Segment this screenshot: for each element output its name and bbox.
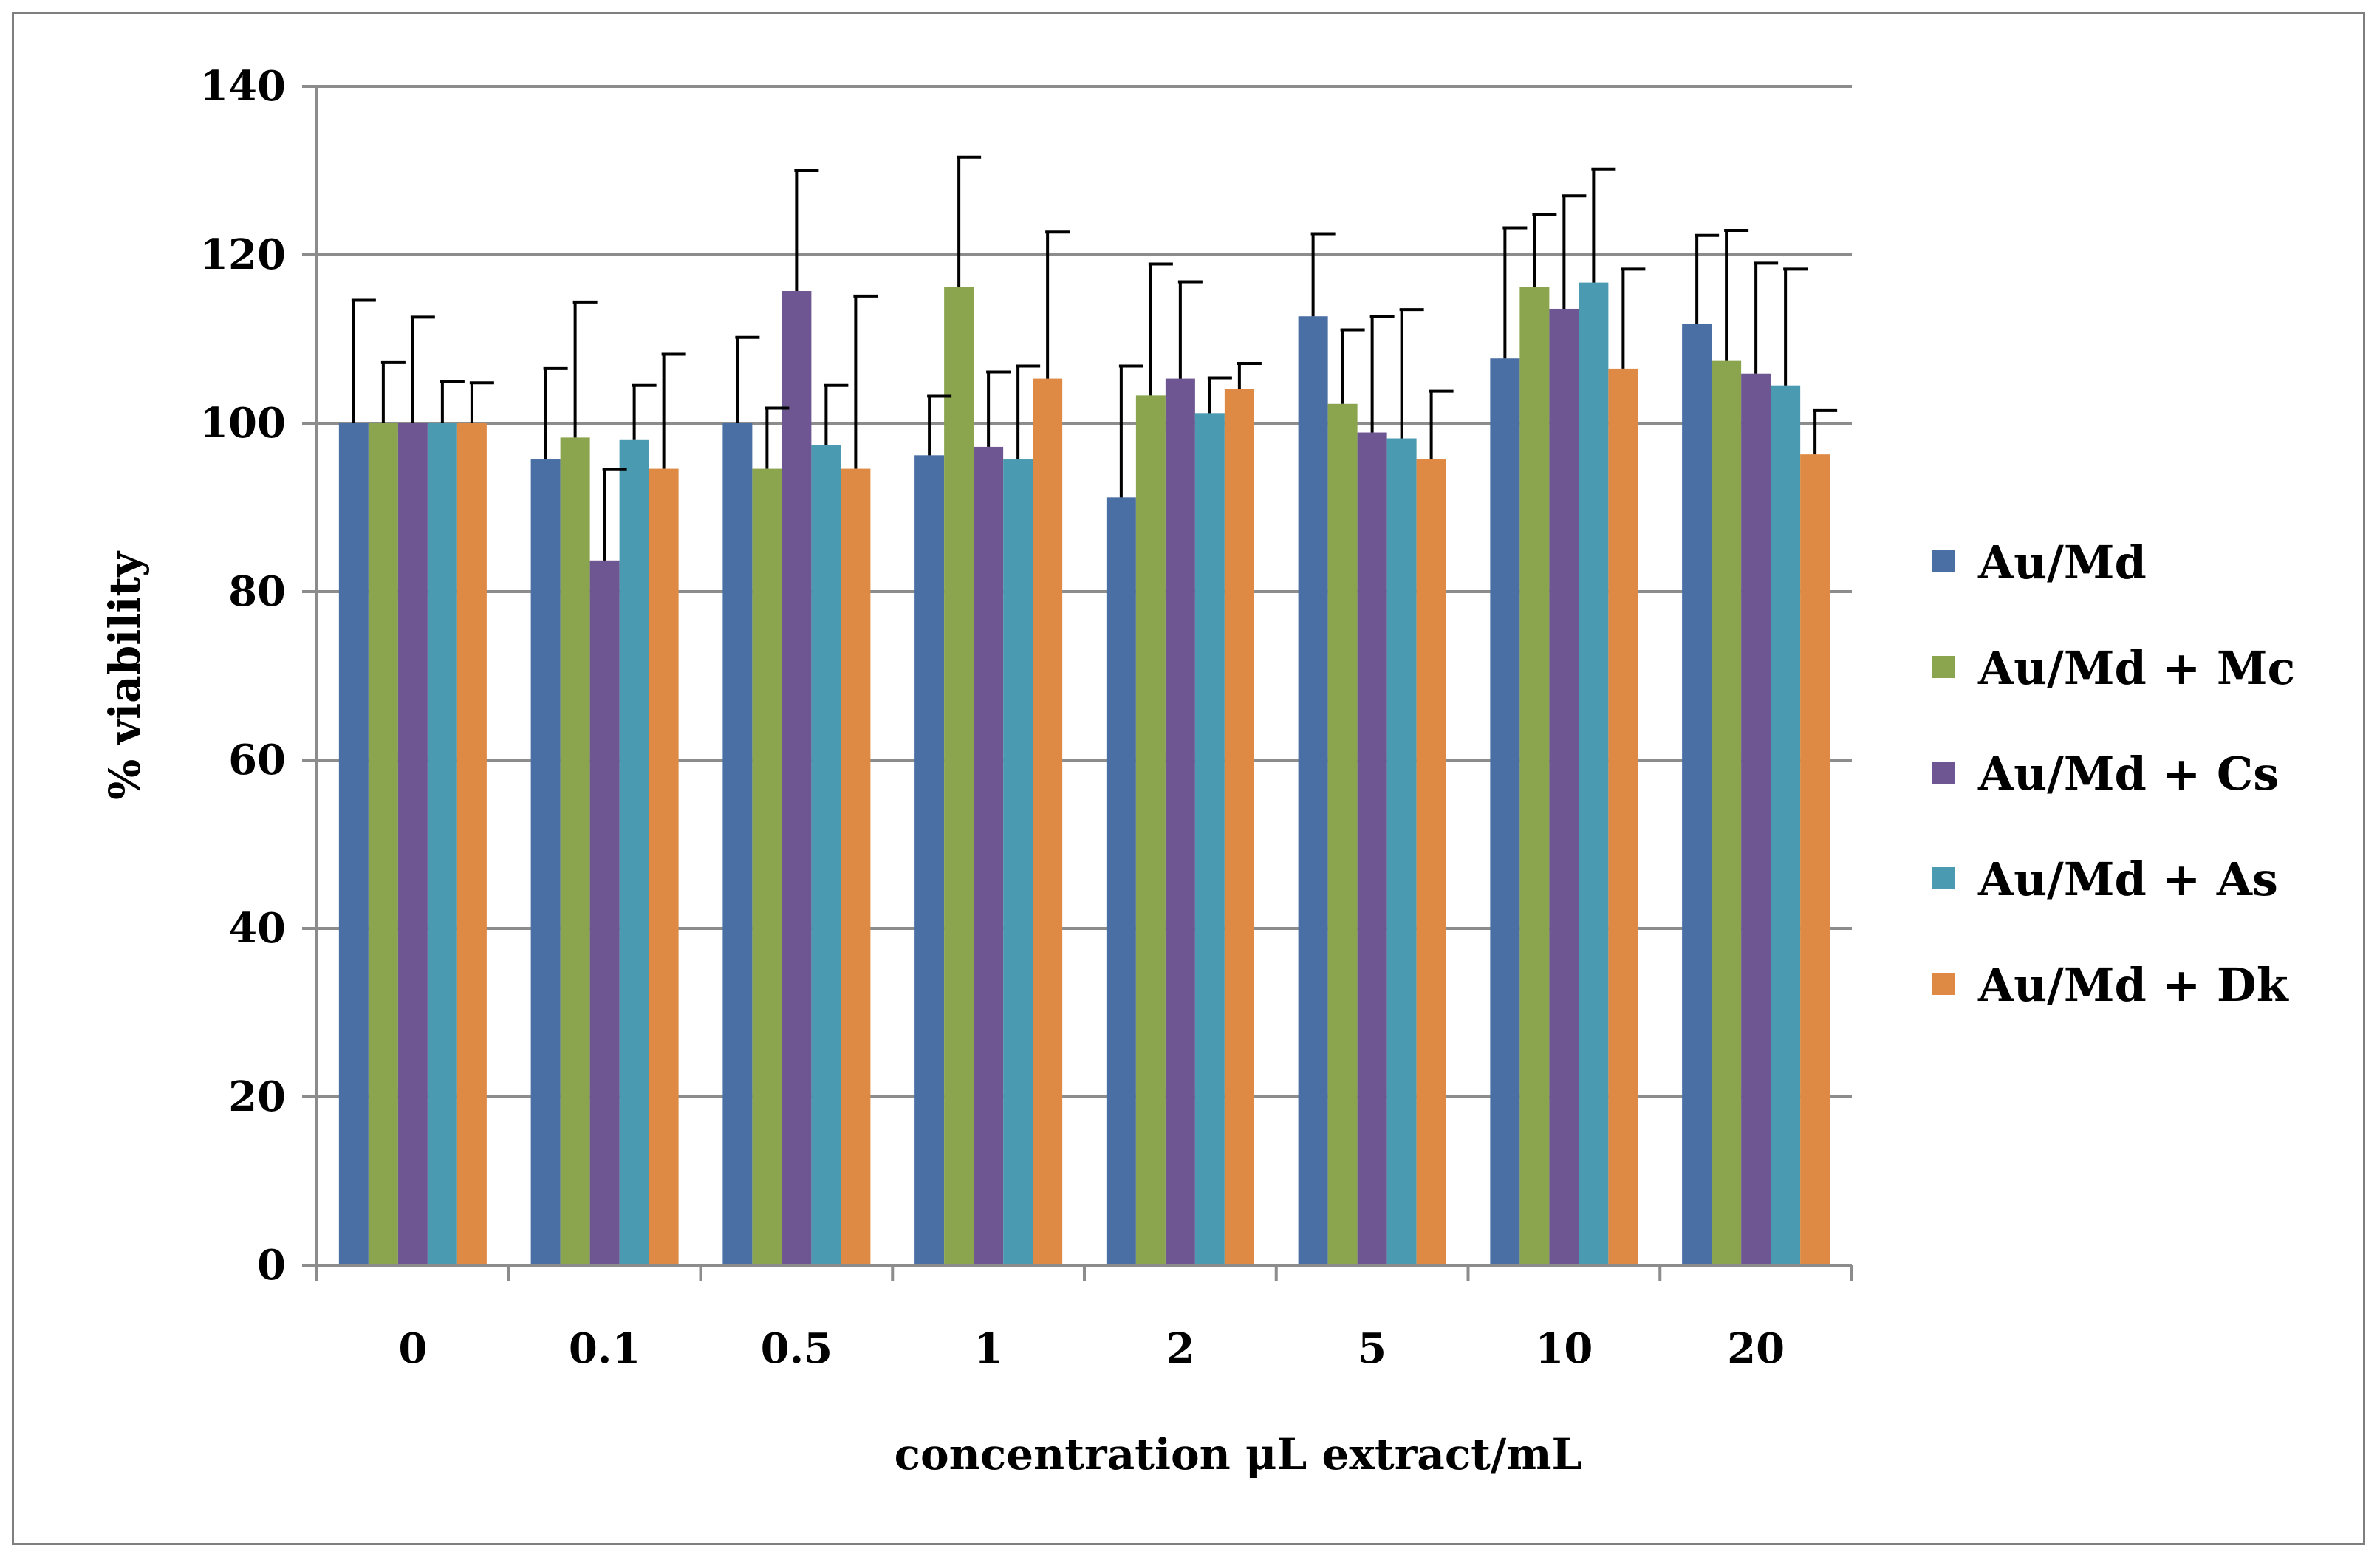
bar <box>1033 378 1063 1265</box>
legend-label: Au/Md + Mc <box>1977 641 2295 695</box>
bar <box>752 468 782 1265</box>
x-tick-label: 0 <box>398 1324 427 1373</box>
bar <box>1741 373 1771 1265</box>
bar <box>944 287 974 1265</box>
bar <box>560 437 590 1265</box>
bar <box>368 423 398 1265</box>
y-tick-label: 40 <box>228 904 286 953</box>
bar <box>1327 403 1358 1265</box>
bar <box>427 423 457 1265</box>
bar <box>530 459 561 1265</box>
bar <box>1194 413 1225 1265</box>
y-tick-label: 120 <box>199 230 286 279</box>
y-tick-label: 140 <box>199 62 286 111</box>
bar <box>1224 389 1254 1265</box>
y-tick-labels: 0 20 40 60 80 100 120 140 <box>199 62 286 1290</box>
bar <box>1135 395 1166 1265</box>
x-tick-label: 0.5 <box>761 1324 832 1373</box>
bar <box>1579 282 1609 1265</box>
bar <box>338 423 369 1265</box>
bar <box>456 423 487 1265</box>
bar <box>914 455 945 1265</box>
legend-swatch <box>1932 656 1955 678</box>
chart-frame: 0 20 40 60 80 100 120 140 0 0.1 0.5 1 2 5 10 20 concen… <box>12 12 2365 1545</box>
legend-swatch <box>1932 973 1955 995</box>
bar <box>649 468 679 1265</box>
x-tick-label: 2 <box>1166 1324 1194 1373</box>
y-tick-label: 60 <box>228 736 286 784</box>
bar <box>1771 385 1801 1266</box>
y-tick-label: 100 <box>199 399 286 448</box>
bar <box>1298 316 1328 1266</box>
bar <box>811 445 841 1265</box>
legend-label: Au/Md <box>1977 535 2147 589</box>
bar <box>1386 438 1417 1265</box>
bar <box>782 291 812 1265</box>
y-tick-label: 20 <box>228 1072 286 1121</box>
legend-swatch <box>1932 550 1955 572</box>
x-tick-label: 5 <box>1358 1324 1386 1373</box>
x-tick-labels: 0 0.1 0.5 1 2 5 10 20 <box>398 1324 1785 1373</box>
y-tick-label: 80 <box>228 567 286 616</box>
bar <box>397 423 428 1265</box>
bar <box>1416 459 1446 1265</box>
bar <box>619 439 649 1265</box>
bar <box>1682 324 1712 1266</box>
x-tick-label: 1 <box>974 1324 1003 1373</box>
bar-series <box>338 282 1830 1266</box>
bar <box>1003 459 1033 1265</box>
bar <box>1165 378 1195 1265</box>
axes <box>302 85 1853 1281</box>
x-tick-label: 20 <box>1727 1324 1785 1373</box>
bar <box>1608 368 1638 1265</box>
legend-swatch <box>1932 867 1955 889</box>
bar <box>1549 308 1579 1266</box>
legend: Au/Md Au/Md + Mc Au/Md + Cs Au/Md + As Au/Md… <box>1932 535 2295 1012</box>
bar <box>974 446 1004 1266</box>
bar <box>1490 358 1520 1266</box>
bar-chart: 0 20 40 60 80 100 120 140 0 0.1 0.5 1 2 5 10 20 concen… <box>100 62 2295 1479</box>
bar <box>589 560 620 1265</box>
legend-swatch <box>1932 762 1955 784</box>
y-axis-title: % viability <box>100 550 150 800</box>
legend-label: Au/Md + As <box>1977 852 2278 906</box>
x-axis-title: concentration μL extract/mL <box>895 1429 1582 1479</box>
legend-label: Au/Md + Cs <box>1977 747 2279 801</box>
bar <box>841 468 871 1265</box>
bar <box>722 423 753 1265</box>
bar <box>1519 287 1550 1265</box>
error-bars <box>351 155 1838 561</box>
x-tick-label: 0.1 <box>569 1324 640 1373</box>
bar <box>1106 497 1136 1265</box>
bar <box>1712 360 1742 1265</box>
bar <box>1800 454 1830 1266</box>
y-tick-label: 0 <box>257 1241 286 1290</box>
bar <box>1357 432 1387 1265</box>
x-tick-label: 10 <box>1535 1324 1593 1373</box>
legend-label: Au/Md + Dk <box>1977 958 2290 1012</box>
